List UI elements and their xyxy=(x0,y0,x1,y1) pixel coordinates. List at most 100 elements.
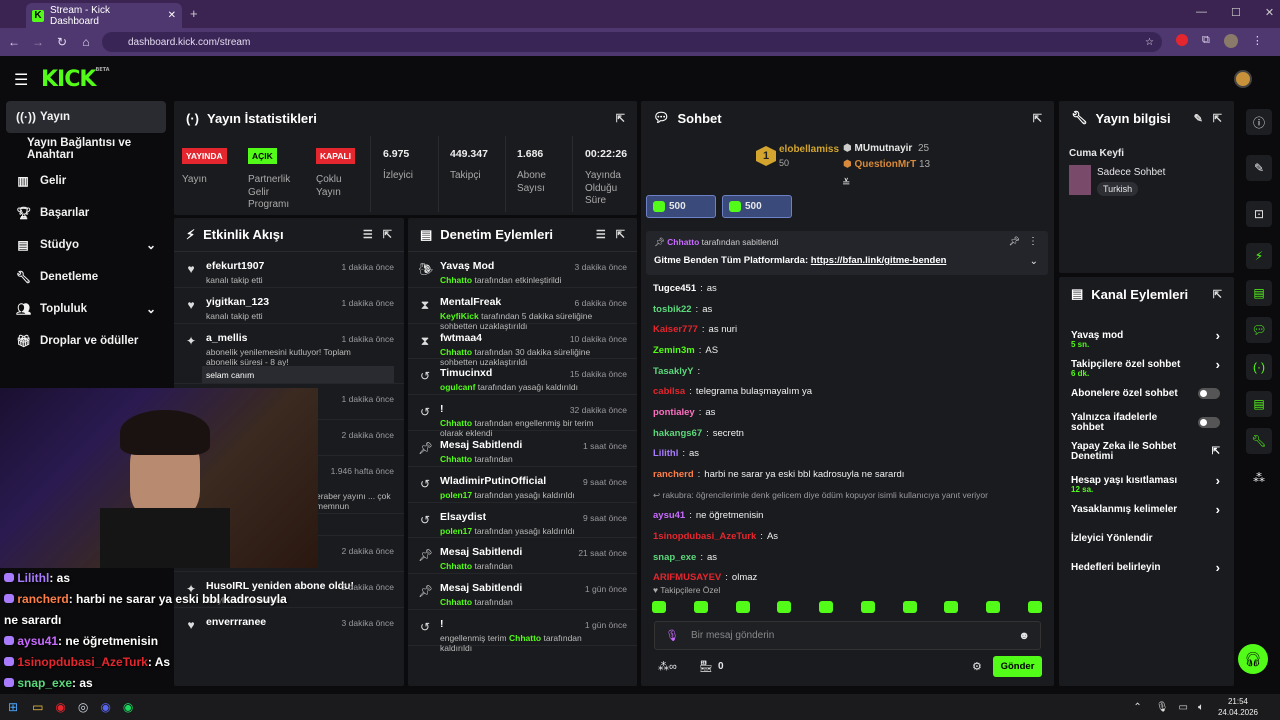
channel-action-item[interactable]: Abonelere özel sohbet xyxy=(1059,379,1234,408)
emote-icon[interactable] xyxy=(860,601,875,613)
chat-username[interactable]: Lilithl xyxy=(653,448,679,460)
channel-action-item[interactable]: Yasaklanmış kelimeler › xyxy=(1059,495,1234,524)
emote-icon[interactable] xyxy=(986,601,1001,613)
broadcast-icon[interactable]: (·) xyxy=(1246,354,1272,380)
leaderboard-second[interactable]: ⬢ MUmutnayir xyxy=(843,143,913,154)
store-icon[interactable]: 🏪︎ xyxy=(698,661,713,673)
edit-icon[interactable]: ✎ xyxy=(1193,112,1203,125)
chat-username[interactable]: rancherd xyxy=(653,469,694,481)
new-tab-icon[interactable]: + xyxy=(190,6,198,21)
chat-message[interactable]: TasaklyY: xyxy=(653,365,701,377)
channel-action-item[interactable]: Yapay Zeka ile Sohbet Denetimi ⇱ xyxy=(1059,437,1234,466)
browser-tab[interactable]: K Stream - Kick Dashboard ✕ xyxy=(26,3,182,28)
settings-gear-icon[interactable]: ⚙ xyxy=(972,661,982,673)
send-button[interactable]: Gönder xyxy=(993,656,1042,677)
chat-message[interactable]: hakangs67: secretn xyxy=(653,427,744,439)
document-icon[interactable]: ▤ xyxy=(1246,280,1272,306)
channel-action-item[interactable]: Yavaş mod 5 sn. › xyxy=(1059,321,1234,350)
more-icon[interactable]: ⋮ xyxy=(1028,236,1038,247)
wrench-icon[interactable]: 🔧︎ xyxy=(1246,428,1272,454)
chat-username[interactable]: Tugce451 xyxy=(653,282,697,294)
chat-message[interactable]: tosbik22: as xyxy=(653,303,713,315)
pinned-message[interactable]: 📌︎ Chhatto tarafından sabitlendi Gitme B… xyxy=(646,231,1048,275)
channel-action-item[interactable]: Hesap yaşı kısıtlaması 12 sa. › xyxy=(1059,466,1234,495)
sidebar-item-droplar[interactable]: 🎁︎ Droplar ve ödüller xyxy=(16,334,139,348)
spotify-icon[interactable]: ◉ xyxy=(122,700,134,714)
kick-logo[interactable]: KICKBETA xyxy=(41,67,110,92)
sidebar-item-stream-key[interactable]: Yayın Bağlantısı ve Anahtarı xyxy=(27,137,132,161)
goal-card[interactable]: 500 xyxy=(646,195,716,218)
chat-username[interactable]: snap_exe xyxy=(653,551,697,563)
user-avatar[interactable] xyxy=(1234,70,1252,88)
clock[interactable]: 21:54 24.04.2026 xyxy=(1217,697,1258,717)
chat-username[interactable]: TasaklyY xyxy=(653,365,694,377)
leaderboard-third[interactable]: ⬢ QuestionMrT xyxy=(843,159,917,170)
pen-icon[interactable]: ✎ xyxy=(1246,155,1272,181)
maximize-icon[interactable]: ☐ xyxy=(1231,7,1241,19)
bookmark-star-icon[interactable]: ☆ xyxy=(1145,36,1154,48)
popout-icon[interactable]: ⇱ xyxy=(1212,288,1222,301)
popout-icon[interactable]: ⇱ xyxy=(1032,112,1042,125)
tray-chevron-icon[interactable]: ⌃ xyxy=(1133,701,1142,713)
chat-message[interactable]: Kaiser777: as nuri xyxy=(653,324,738,336)
chat-message[interactable]: Zemin3m: AS xyxy=(653,344,719,356)
profile-avatar-icon[interactable] xyxy=(1223,34,1238,48)
channel-points-icon[interactable]: ⁂∞ xyxy=(658,661,677,673)
emote-icon[interactable] xyxy=(819,601,834,613)
sidebar-item-basarilar[interactable]: 🏆︎ Başarılar xyxy=(16,206,90,220)
pinned-link[interactable]: https://bfan.link/gitme-benden xyxy=(810,255,947,266)
chat-message[interactable]: 1sinopdubasi_AzeTurk: As xyxy=(653,531,779,543)
chat-message[interactable]: cabilsa: telegrama bulaşmayalım ya xyxy=(653,386,813,398)
channel-action-item[interactable]: Hedefleri belirleyin › xyxy=(1059,553,1234,582)
goal-card[interactable]: 500 xyxy=(722,195,792,218)
chevron-down-icon[interactable]: ⌄ xyxy=(1029,256,1038,267)
extension-icon[interactable] xyxy=(1176,34,1188,46)
sidebar-item-denetleme[interactable]: 🔧︎ Denetleme xyxy=(16,270,99,284)
chat-message[interactable]: ARIFMUSAYEV: olmaz xyxy=(653,572,758,584)
emote-icon[interactable] xyxy=(735,601,750,613)
leaderboard-first[interactable]: elobellamiss 50 xyxy=(779,144,840,168)
chat-username[interactable]: cabilsa xyxy=(653,386,686,398)
chat-username[interactable]: 1sinopdubasi_AzeTurk xyxy=(653,531,757,543)
forward-icon[interactable]: → xyxy=(32,35,44,49)
toggle-switch[interactable] xyxy=(1198,388,1220,399)
emote-icon[interactable] xyxy=(652,601,666,613)
chat-username[interactable]: tosbik22 xyxy=(653,303,692,315)
minimize-icon[interactable]: — xyxy=(1196,6,1207,18)
chrome-icon[interactable]: ◉ xyxy=(55,700,66,714)
chat-message[interactable]: Tugce451: as xyxy=(653,282,717,294)
channel-action-item[interactable]: İzleyici Yönlendir xyxy=(1059,524,1234,553)
chat-message[interactable]: rancherd: harbi ne sarar ya eski bbl kadr… xyxy=(653,469,905,481)
display-tray-icon[interactable]: ▭ xyxy=(1178,701,1188,713)
chat-input[interactable]: 🎙︎ Bir mesaj gönderin ☻ xyxy=(654,621,1041,650)
hamburger-menu-icon[interactable]: ☰ xyxy=(14,72,29,89)
leaderboard-expand-icon[interactable]: ≚ xyxy=(842,178,851,189)
chat-username[interactable]: aysu41 xyxy=(653,510,686,522)
home-icon[interactable]: ⌂ xyxy=(82,35,90,49)
sidebar-item-topluluk[interactable]: 👥︎ Topluluk ⌄ xyxy=(16,302,156,316)
emote-icon[interactable] xyxy=(1027,601,1042,613)
chat-message[interactable]: aysu41: ne öğretmenisin xyxy=(653,510,764,522)
chat-username[interactable]: Zemin3m xyxy=(653,344,695,356)
chat-bubble-icon[interactable]: 💬︎ xyxy=(1246,317,1272,343)
channel-action-item[interactable]: Takipçilere özel sohbet 6 dk. › xyxy=(1059,350,1234,379)
target-icon[interactable]: ⊡ xyxy=(1246,201,1272,227)
url-field[interactable]: dashboard.kick.com/stream ☆ xyxy=(102,32,1162,52)
chat-username[interactable]: Kaiser777 xyxy=(653,324,698,336)
chat-message[interactable]: pontialey: as xyxy=(653,406,716,418)
browser-menu-icon[interactable]: ⋮ xyxy=(1251,35,1263,47)
extensions-puzzle-icon[interactable]: ⧉ xyxy=(1202,34,1210,46)
unpin-icon[interactable]: 📌︎ xyxy=(1008,236,1020,246)
file-explorer-icon[interactable]: ▭ xyxy=(32,700,44,714)
sidebar-item-gelir[interactable]: ▥ Gelir xyxy=(17,174,67,188)
popout-icon[interactable]: ⇱ xyxy=(615,229,625,241)
chat-username[interactable]: pontialey xyxy=(653,406,695,418)
chat-username[interactable]: hakangs67 xyxy=(653,427,703,439)
chat-message[interactable]: Lilithl: as xyxy=(653,448,700,460)
emote-icon[interactable] xyxy=(944,601,959,613)
emote-icon[interactable] xyxy=(693,601,708,613)
microphone-icon[interactable]: 🎙︎ xyxy=(665,630,679,642)
steam-icon[interactable]: ◎ xyxy=(77,700,89,714)
popout-icon[interactable]: ⇱ xyxy=(382,229,392,241)
sidebar-item-studyo[interactable]: ▤ Stüdyo ⌄ xyxy=(17,238,156,252)
